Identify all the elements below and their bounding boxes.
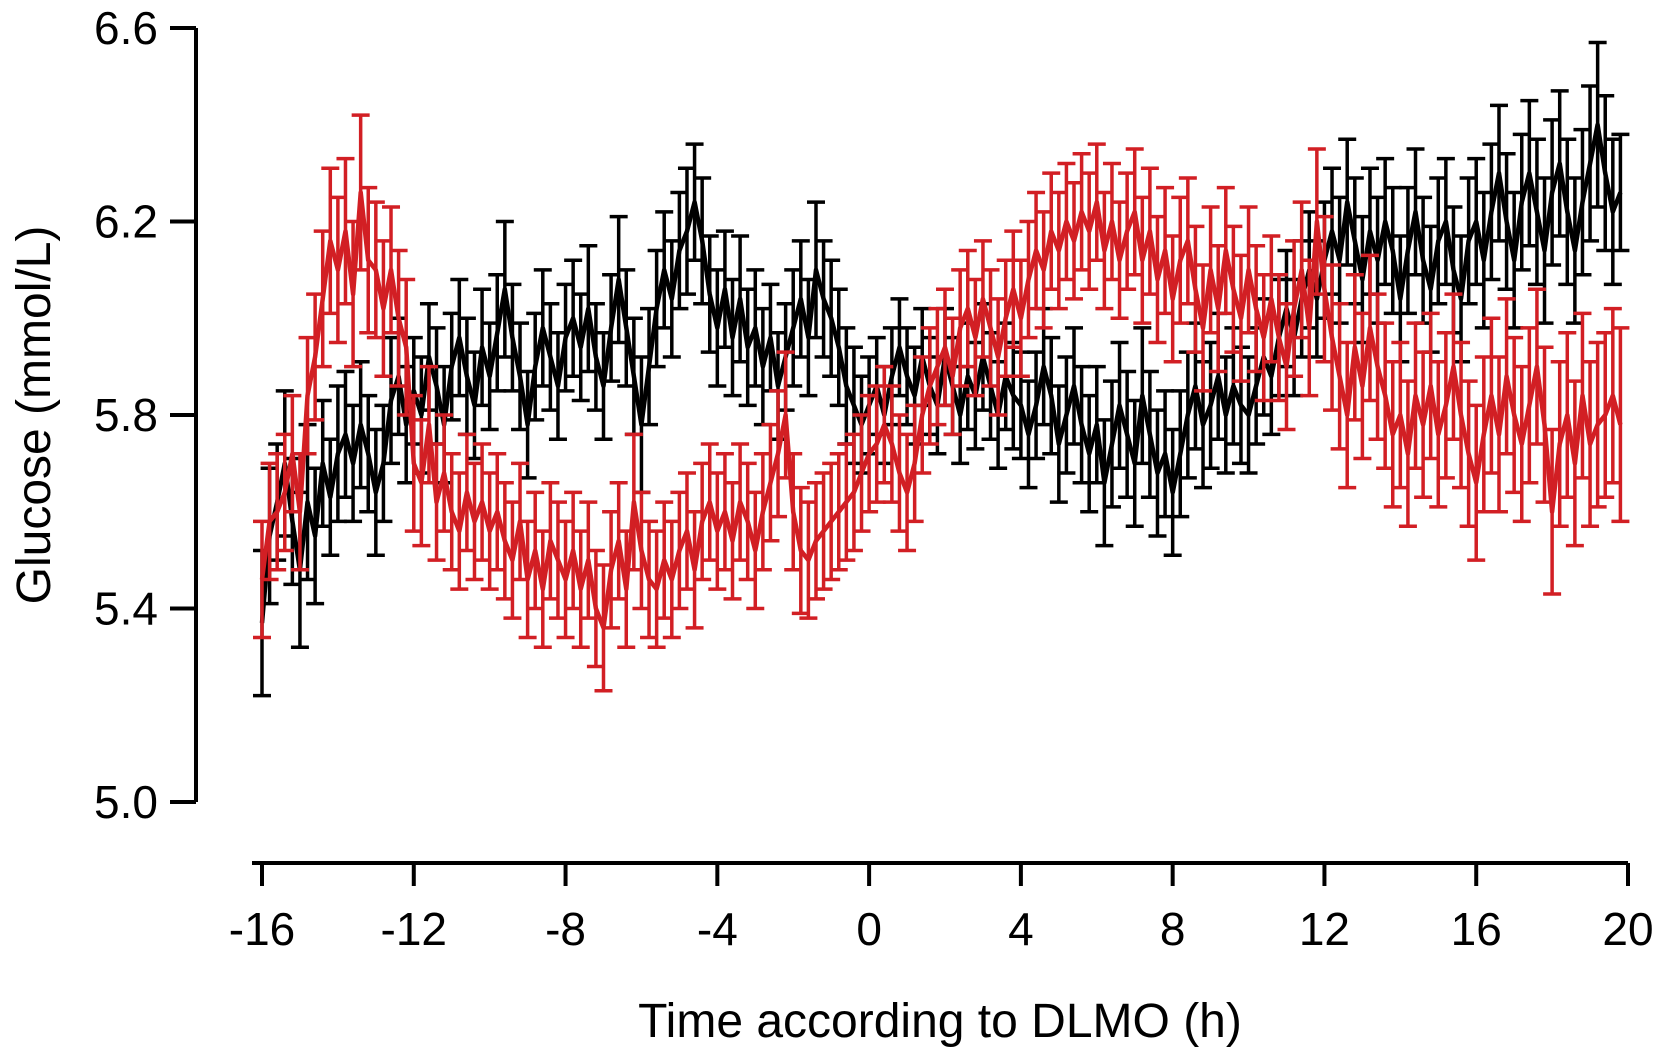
series-line — [259, 190, 1623, 631]
y-tick-label: 6.6 — [94, 2, 158, 54]
x-tick-label: 4 — [1008, 903, 1034, 955]
series-line — [259, 122, 1623, 624]
y-axis-title: Glucose (mmol/L) — [8, 226, 61, 605]
x-tick-label: -4 — [697, 903, 738, 955]
x-tick-label: 8 — [1160, 903, 1186, 955]
x-tick-label: 12 — [1299, 903, 1350, 955]
x-tick-label: 20 — [1602, 903, 1653, 955]
y-axis-ticks: 5.0 5.4 5.8 6.2 6.6 — [94, 2, 196, 828]
x-tick-label: 16 — [1451, 903, 1502, 955]
y-tick-label: 6.2 — [94, 196, 158, 248]
x-tick-label: -8 — [545, 903, 586, 955]
x-tick-label: -12 — [381, 903, 447, 955]
x-axis-ticks: -16 -12 -8 -4 0 4 8 12 16 20 — [229, 863, 1654, 955]
series-1 — [253, 113, 1630, 693]
x-tick-label: -16 — [229, 903, 295, 955]
series-layer — [253, 40, 1630, 698]
x-axis-title: Time according to DLMO (h) — [638, 995, 1242, 1048]
x-tick-label: 0 — [856, 903, 882, 955]
error-bar — [1611, 132, 1630, 253]
y-tick-label: 5.4 — [94, 583, 158, 635]
y-tick-label: 5.8 — [94, 389, 158, 441]
y-tick-label: 5.0 — [94, 776, 158, 828]
